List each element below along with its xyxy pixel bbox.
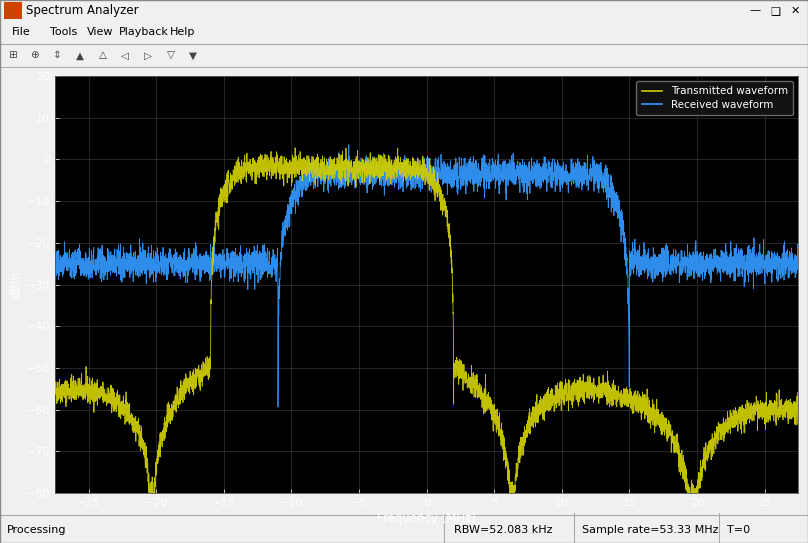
Text: View: View: [87, 27, 114, 37]
Text: ⊕: ⊕: [31, 50, 39, 60]
Text: Tools: Tools: [50, 27, 78, 37]
Text: ✕: ✕: [790, 5, 800, 16]
Text: RBW=52.083 kHz: RBW=52.083 kHz: [454, 525, 553, 534]
Text: ⊞: ⊞: [8, 50, 16, 60]
Text: △: △: [99, 50, 107, 60]
Text: Help: Help: [170, 27, 195, 37]
Text: —: —: [750, 5, 761, 16]
Text: Playback: Playback: [119, 27, 169, 37]
Text: ⇕: ⇕: [53, 50, 61, 60]
X-axis label: Frequency (MHz): Frequency (MHz): [377, 512, 476, 525]
Text: Sample rate=53.33 MHz: Sample rate=53.33 MHz: [582, 525, 718, 534]
Text: ▷: ▷: [144, 50, 152, 60]
Text: T=0: T=0: [727, 525, 751, 534]
Y-axis label: dBm: dBm: [10, 271, 23, 298]
Text: ◁: ◁: [121, 50, 129, 60]
Text: ▽: ▽: [166, 50, 175, 60]
Text: Spectrum Analyzer: Spectrum Analyzer: [26, 4, 138, 17]
Text: File: File: [12, 27, 31, 37]
Bar: [4, 2, 22, 19]
Legend: Transmitted waveform, Received waveform: Transmitted waveform, Received waveform: [637, 81, 793, 115]
Text: ▼: ▼: [189, 50, 197, 60]
Text: Processing: Processing: [6, 525, 66, 534]
Text: ❑: ❑: [771, 5, 781, 16]
Text: ▲: ▲: [76, 50, 84, 60]
